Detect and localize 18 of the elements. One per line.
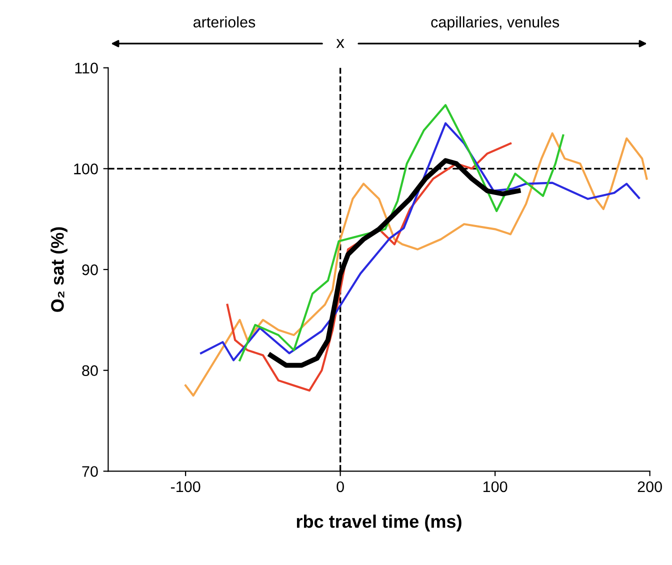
y-tick-label: 80 [82, 365, 98, 376]
x-tick-label: -100 [170, 481, 200, 492]
line-series [200, 122, 640, 362]
text: x [336, 39, 344, 48]
y-tick-label: 90 [82, 264, 98, 276]
x-tick-label: 100 [483, 481, 508, 492]
line-series [226, 142, 512, 392]
text: capillaries, venules [431, 16, 560, 31]
line-series [238, 104, 564, 362]
x-tick-label: 0 [336, 481, 344, 492]
text: arterioles [193, 16, 256, 28]
y-tick-label: 70 [82, 466, 98, 477]
y-axis-title: O₂ sat (%) [50, 227, 68, 312]
x-tick-label: 200 [638, 481, 662, 492]
x-axis-title: rbc travel time (ms) [296, 514, 462, 532]
y-tick-label: 110 [75, 62, 98, 74]
y-tick-label: 100 [74, 164, 98, 174]
line-series [184, 132, 648, 397]
